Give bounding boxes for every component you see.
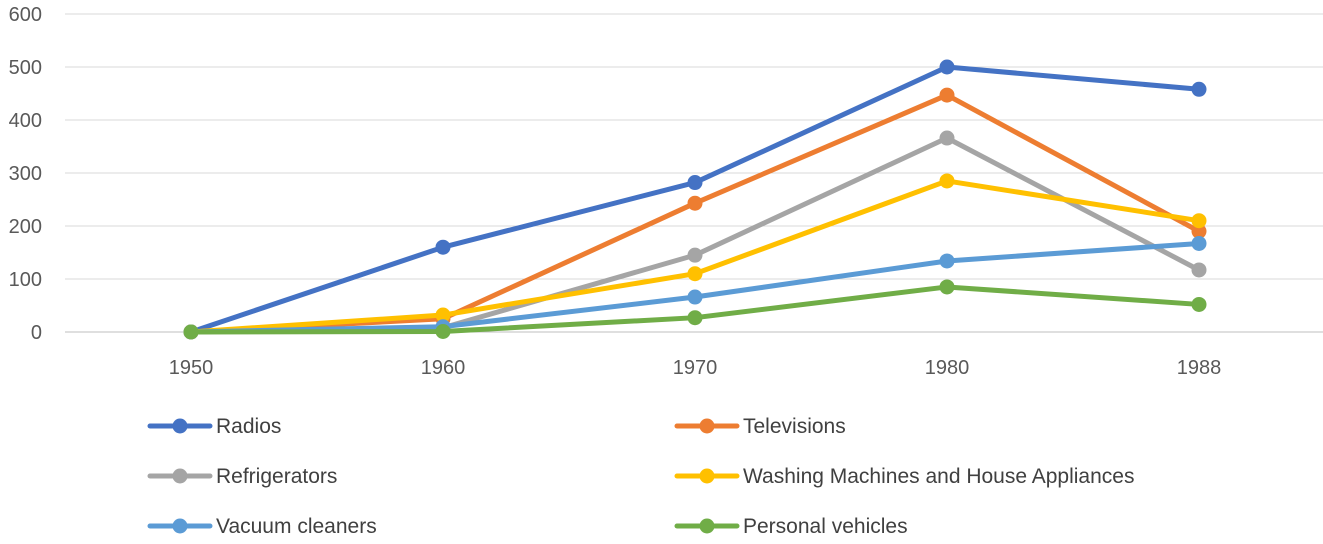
legend-swatch-marker [172, 518, 188, 534]
y-tick-label: 500 [9, 57, 42, 79]
data-point [939, 87, 955, 103]
legend-label: Refrigerators [216, 465, 337, 488]
data-point [687, 247, 703, 263]
legend-swatch-marker [699, 468, 715, 484]
data-point [939, 173, 955, 189]
data-point [939, 253, 955, 269]
y-tick-label: 0 [31, 322, 42, 344]
data-point [1191, 235, 1207, 251]
y-axis: 0 100 200 300 400 500 600 [9, 4, 42, 344]
legend-label: Televisions [743, 415, 846, 438]
data-point [435, 239, 451, 255]
legend: Radios Televisions Refrigerators Washing Ma… [147, 415, 1134, 538]
legend-item: Televisions [674, 415, 846, 438]
data-point [687, 266, 703, 282]
data-point [687, 175, 703, 191]
legend-label: Washing Machines and House Appliances [743, 465, 1134, 488]
x-tick-label: 1988 [1177, 357, 1222, 379]
legend-label: Radios [216, 415, 281, 438]
legend-swatch-marker [172, 468, 188, 484]
data-point [1191, 296, 1207, 312]
gridlines [65, 13, 1323, 333]
x-tick-label: 1960 [421, 357, 466, 379]
data-point [939, 279, 955, 295]
data-point [1191, 223, 1207, 239]
data-point [435, 307, 451, 323]
data-point [939, 130, 955, 146]
series-group [183, 59, 1207, 340]
series-radios [183, 59, 1207, 340]
y-tick-label: 400 [9, 110, 42, 132]
x-tick-label: 1950 [169, 357, 214, 379]
data-point [687, 195, 703, 211]
legend-swatch-marker [699, 418, 715, 434]
legend-swatch-marker [699, 518, 715, 534]
legend-label: Vacuum cleaners [216, 515, 377, 538]
data-point [1191, 262, 1207, 278]
series-personal-vehicles [183, 279, 1207, 340]
data-point [687, 310, 703, 326]
legend-item: Radios [147, 415, 281, 438]
legend-item: Personal vehicles [674, 515, 908, 538]
legend-item: Washing Machines and House Appliances [674, 465, 1134, 488]
data-point [939, 59, 955, 75]
data-point [1191, 213, 1207, 229]
series-refrigerators [183, 130, 1207, 340]
legend-item: Refrigerators [147, 465, 337, 488]
data-point [1191, 81, 1207, 97]
data-point [435, 323, 451, 339]
legend-item: Vacuum cleaners [147, 515, 377, 538]
x-tick-label: 1970 [673, 357, 718, 379]
y-tick-label: 200 [9, 216, 42, 238]
y-tick-label: 100 [9, 269, 42, 291]
legend-swatch-marker [172, 418, 188, 434]
x-axis: 1950 1960 1970 1980 1988 [169, 357, 1222, 379]
data-point [687, 289, 703, 305]
x-tick-label: 1980 [925, 357, 970, 379]
legend-label: Personal vehicles [743, 515, 908, 538]
y-tick-label: 300 [9, 163, 42, 185]
data-point [183, 324, 199, 340]
y-tick-label: 600 [9, 4, 42, 26]
